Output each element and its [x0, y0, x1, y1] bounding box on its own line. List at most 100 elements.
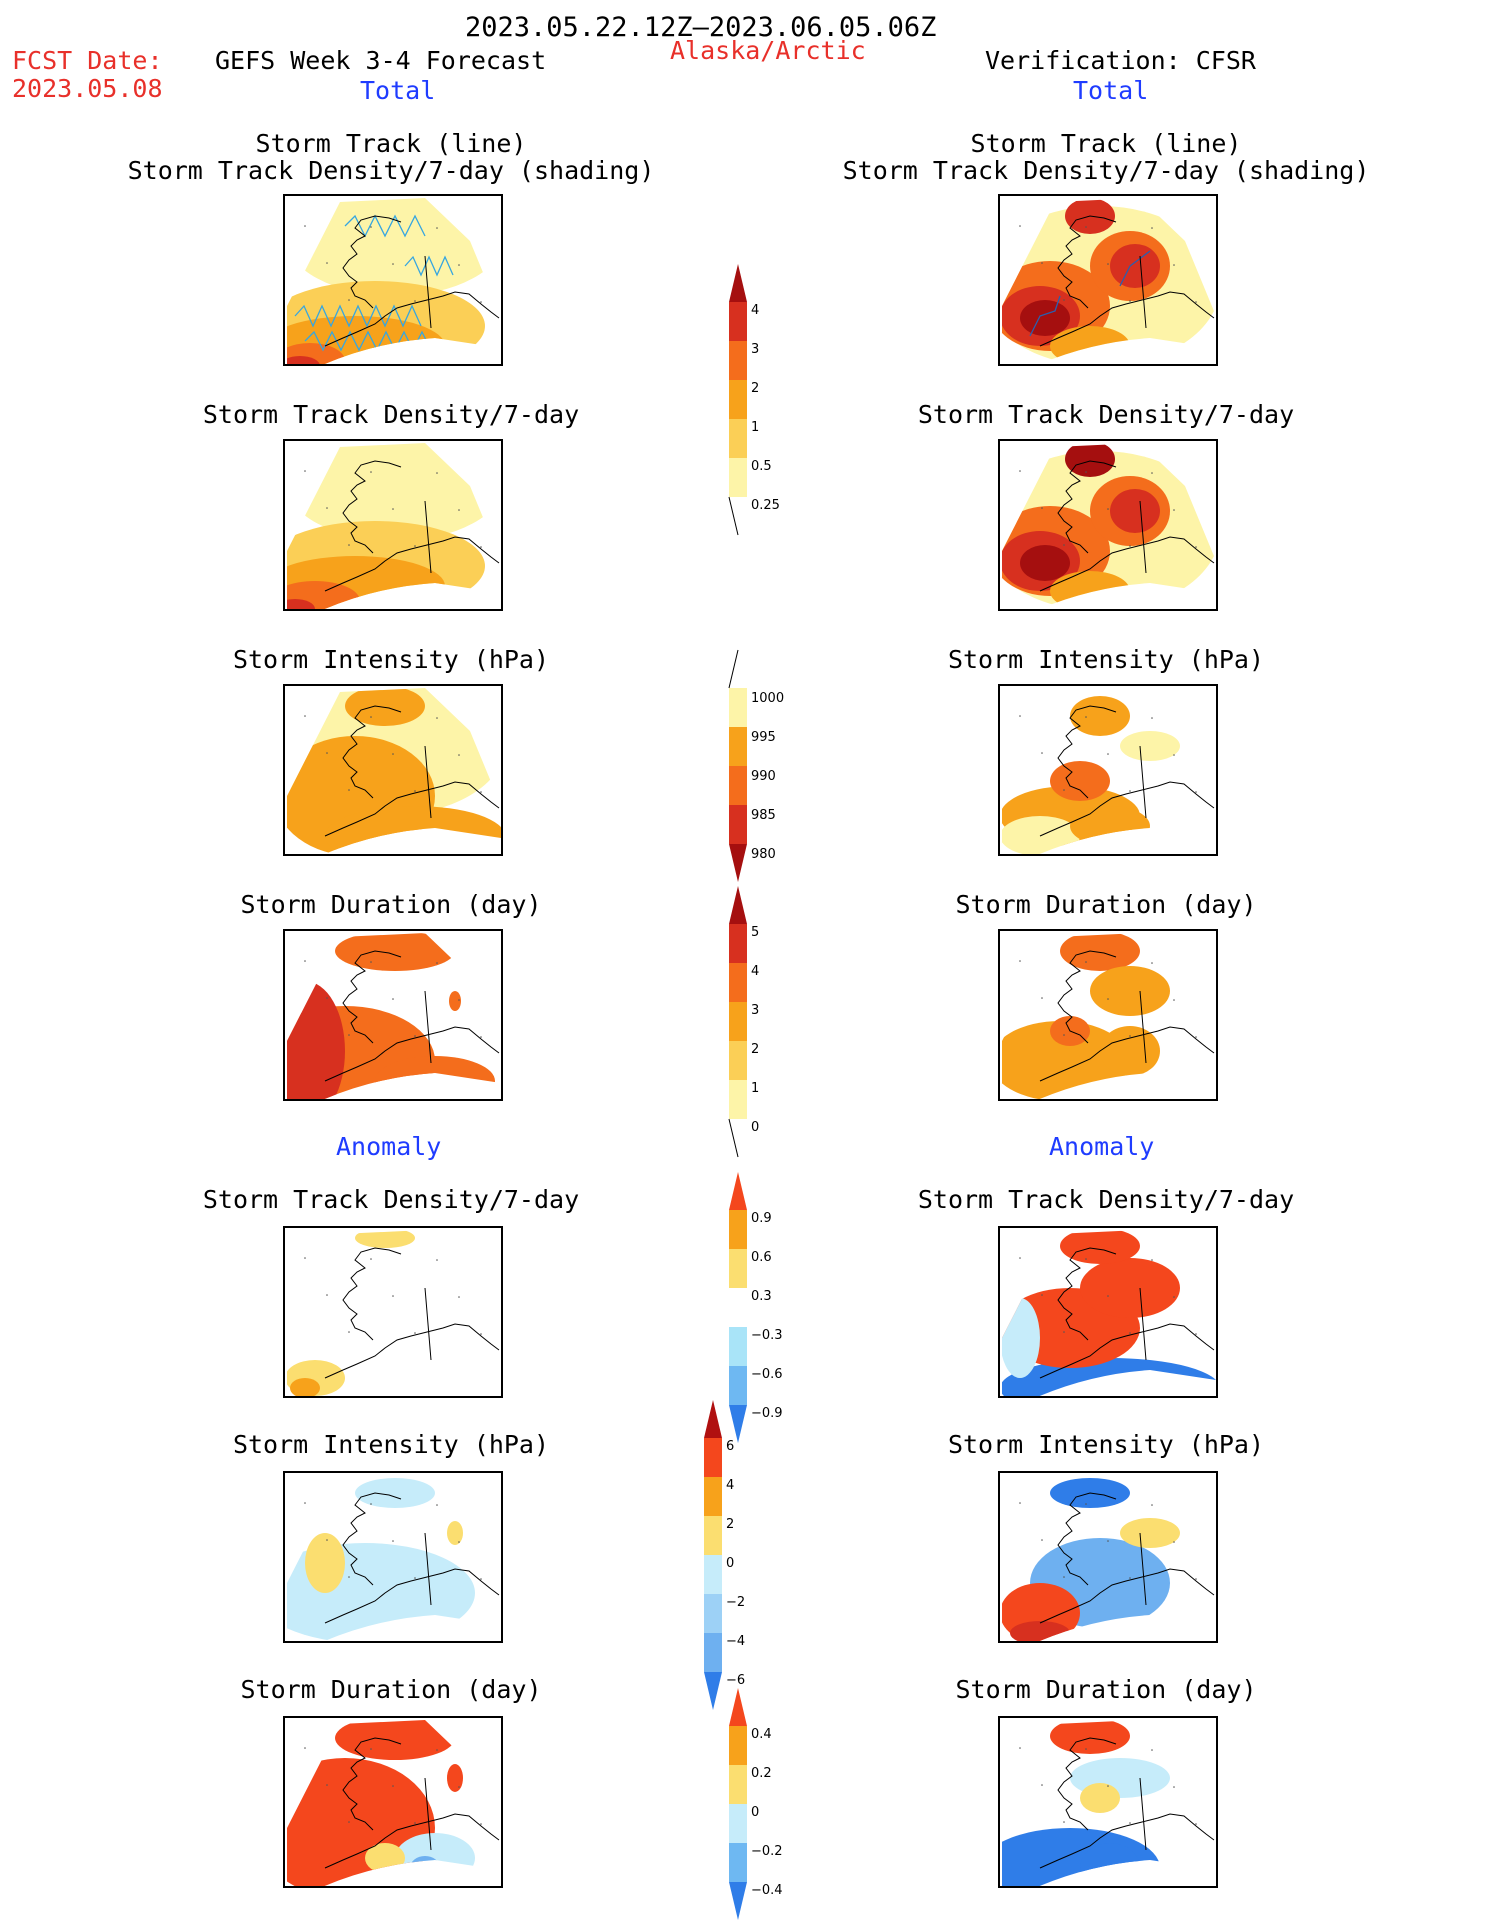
- colorbar-segment: [729, 1327, 747, 1366]
- graticule-dot: [304, 1502, 306, 1504]
- colorbar-segment: [729, 458, 747, 497]
- graticule-dot: [326, 752, 328, 754]
- colorbar-tick-label: 2: [726, 1517, 734, 1532]
- graticule-dot: [1107, 508, 1109, 510]
- coastline: [1039, 1323, 1215, 1379]
- colorbar-tick-label: 980: [751, 847, 776, 862]
- graticule-dot: [326, 1294, 328, 1296]
- right-intensity-title: Storm Intensity (hPa): [947, 645, 1265, 674]
- shade-blob: [287, 198, 501, 296]
- shade-blob: [1070, 696, 1130, 736]
- graticule-dot: [1063, 1576, 1065, 1578]
- graticule-dot: [348, 789, 350, 791]
- map-panel-forecast-intensity: [283, 684, 503, 856]
- graticule-dot: [1173, 1296, 1175, 1298]
- storm-track-line: [294, 304, 422, 328]
- coastline: [1057, 460, 1117, 554]
- graticule-dot: [1085, 961, 1087, 963]
- border-line: [1139, 500, 1147, 574]
- graticule-dot: [1063, 789, 1065, 791]
- map-panel-verif-density: [998, 439, 1218, 611]
- coastline: [342, 1492, 402, 1586]
- coastline: [324, 1323, 500, 1379]
- colorbar-segment: [729, 380, 747, 419]
- graticule-dot: [458, 1296, 460, 1298]
- shade-blob: [1120, 731, 1180, 761]
- colorbar-segment: [704, 1555, 722, 1594]
- graticule-dot: [348, 1821, 350, 1823]
- graticule-dot: [1195, 1333, 1197, 1335]
- coastline: [324, 1026, 500, 1082]
- graticule-dot: [480, 791, 482, 793]
- colorbar-segment: [729, 1288, 747, 1327]
- shade-blob: [1110, 489, 1160, 533]
- shade-blob: [1020, 300, 1070, 336]
- colorbar-density-anomaly: 0.9 0.6 0.3 −0.3 −0.6 −0.9: [729, 1172, 783, 1443]
- graticule-dot: [1129, 1577, 1131, 1579]
- shade-blob: [447, 1764, 463, 1792]
- map-panel-forecast-track: [283, 194, 503, 366]
- graticule-dot: [326, 1784, 328, 1786]
- graticule-dot: [1041, 1784, 1043, 1786]
- map-panel-forecast-density-anomaly: [283, 1226, 503, 1398]
- coastline: [1039, 781, 1215, 837]
- coastline: [342, 705, 402, 799]
- colorbar-tick-label: 1000: [751, 691, 784, 706]
- graticule-dot: [370, 226, 372, 228]
- left-density-title: Storm Track Density/7-day: [202, 400, 580, 429]
- graticule-dot: [1151, 1749, 1153, 1751]
- graticule-dot: [1019, 1257, 1021, 1259]
- colorbar-segment: [729, 727, 747, 766]
- right-intensity-anom-title: Storm Intensity (hPa): [947, 1430, 1265, 1459]
- shade-blob: [449, 991, 461, 1011]
- colorbar-tick-label: 0.2: [751, 1766, 772, 1781]
- colorbar-segment: [729, 1765, 747, 1804]
- colorbar-tick-label: 985: [751, 808, 776, 823]
- coastline: [324, 1813, 500, 1869]
- coastline: [1057, 705, 1117, 799]
- colorbar-arrow-top: [704, 1400, 722, 1438]
- graticule-dot: [370, 716, 372, 718]
- left-total-label: Total: [360, 76, 436, 105]
- map-panel-verif-density-anomaly: [998, 1226, 1218, 1398]
- left-duration-anom-title: Storm Duration (day): [240, 1675, 542, 1704]
- graticule-dot: [392, 1295, 394, 1297]
- graticule-dot: [304, 715, 306, 717]
- colorbar-tick-label: −0.3: [751, 1328, 783, 1343]
- graticule-dot: [480, 1036, 482, 1038]
- border-line: [424, 1532, 432, 1606]
- graticule-dot: [326, 1539, 328, 1541]
- graticule-dot: [1085, 1748, 1087, 1750]
- graticule-dot: [370, 1258, 372, 1260]
- colorbar-tick-label: 0.4: [751, 1727, 772, 1742]
- graticule-dot: [1019, 225, 1021, 227]
- colorbar-tail: [728, 496, 739, 536]
- colorbar-tick-label: 0.5: [751, 459, 772, 474]
- graticule-dot: [1195, 791, 1197, 793]
- shade-blob: [287, 599, 315, 609]
- storm-track-line: [344, 214, 426, 238]
- shade-blob: [1002, 1021, 1130, 1099]
- right-duration-anom-title: Storm Duration (day): [955, 1675, 1257, 1704]
- coastline: [342, 460, 402, 554]
- colorbar-tick-label: 4: [726, 1478, 734, 1493]
- colorbar-segment: [729, 1002, 747, 1041]
- colorbar-tick-label: 0: [726, 1556, 734, 1571]
- shade-blob: [305, 1533, 345, 1593]
- graticule-dot: [392, 753, 394, 755]
- colorbar-tick-label: 0.25: [751, 498, 780, 513]
- graticule-dot: [1085, 1503, 1087, 1505]
- graticule-dot: [436, 1259, 438, 1261]
- graticule-dot: [1085, 1258, 1087, 1260]
- border-line: [1139, 255, 1147, 329]
- graticule-dot: [1063, 299, 1065, 301]
- graticule-dot: [304, 1257, 306, 1259]
- graticule-dot: [304, 1747, 306, 1749]
- shade-blob: [1060, 933, 1140, 971]
- colorbar-tick-label: 2: [751, 1042, 759, 1057]
- colorbar-tick-label: 3: [751, 1003, 759, 1018]
- colorbar-segment: [729, 419, 747, 458]
- colorbar-tick-label: 1: [751, 420, 759, 435]
- right-track-line-title: Storm Track (line): [970, 129, 1242, 158]
